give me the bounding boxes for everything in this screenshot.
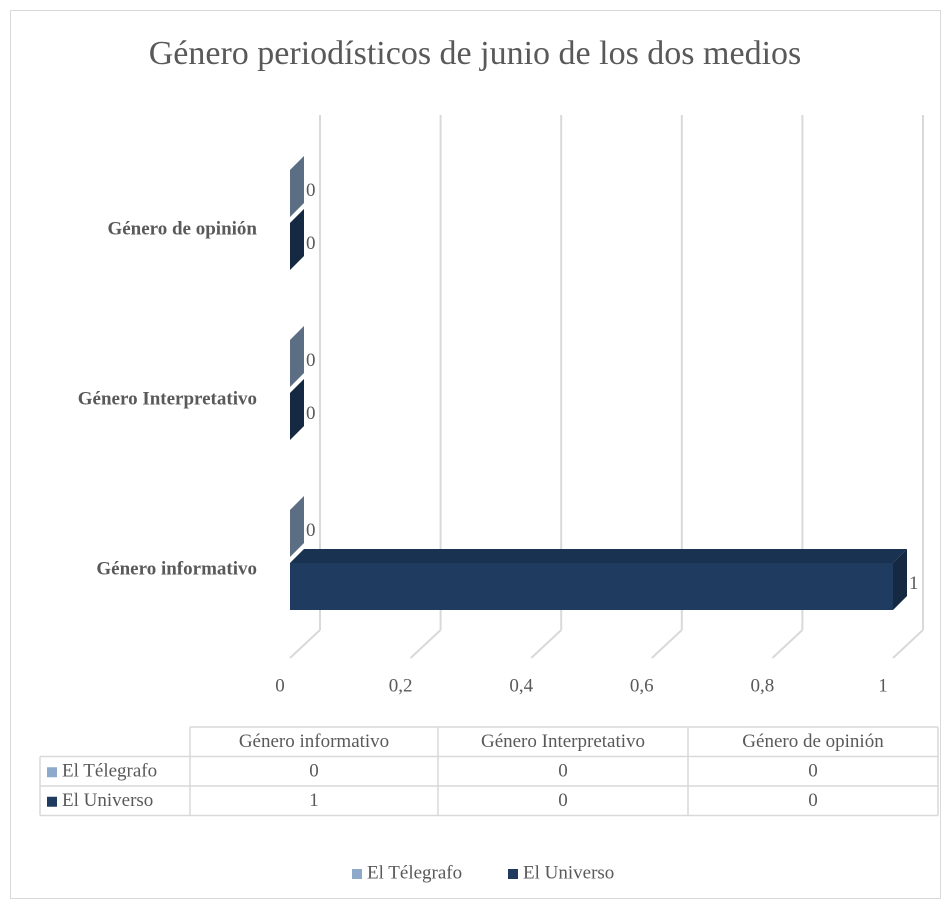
bar-face: [290, 496, 304, 557]
table-cell: 0: [309, 761, 319, 782]
chart-title: Género periodísticos de junio de los dos…: [149, 35, 802, 72]
table-legend-key: [47, 767, 57, 778]
data-label: 0: [306, 403, 316, 424]
data-label: 0: [306, 350, 316, 371]
table-header: Género informativo: [239, 731, 389, 752]
bar-face: [290, 563, 893, 610]
bar-face: [290, 379, 304, 440]
x-tick-label: 1: [878, 675, 888, 696]
x-tick-label: 0,6: [630, 675, 654, 696]
table-cell: 1: [309, 790, 319, 811]
data-label: 1: [909, 573, 919, 594]
x-tick-label: 0: [275, 675, 285, 696]
table-header: Género Interpretativo: [481, 731, 645, 752]
floor-line: [289, 629, 321, 659]
bar-face: [290, 156, 304, 217]
category-label: Género informativo: [96, 558, 257, 579]
bar-face: [290, 379, 304, 440]
bar: [290, 496, 304, 557]
table-row-label: El Universo: [62, 790, 153, 811]
bar-face: [290, 326, 304, 387]
table-cell: 0: [558, 790, 568, 811]
floor-line: [530, 629, 562, 659]
bar: [290, 379, 304, 440]
category-label: Género de opinión: [107, 218, 257, 239]
x-tick-label: 0,8: [751, 675, 775, 696]
data-label: 0: [306, 180, 316, 201]
legend-key: [352, 869, 362, 879]
category-label: Género Interpretativo: [78, 388, 257, 409]
chart-border: [10, 10, 941, 899]
legend-key: [508, 869, 518, 879]
table-legend-key: [47, 796, 57, 807]
bar-face: [290, 326, 304, 387]
floor-line: [651, 629, 683, 659]
bar-face: [893, 549, 907, 610]
table-cell: 0: [558, 761, 568, 782]
table-header: Género de opinión: [742, 731, 884, 752]
data-label: 0: [306, 233, 316, 254]
bar-face: [290, 549, 907, 563]
table-cell: 0: [808, 790, 818, 811]
bar-face: [290, 549, 907, 563]
legend-label: El Télegrafo: [367, 862, 462, 883]
legend-label: El Universo: [523, 862, 614, 883]
bar: [290, 156, 304, 217]
bar-face: [290, 209, 304, 270]
table-cell: 0: [808, 761, 818, 782]
bar: [290, 326, 304, 387]
bar-face: [290, 156, 304, 217]
floor-line: [771, 629, 804, 659]
x-tick-label: 0,4: [509, 675, 533, 696]
bar: [290, 209, 304, 270]
table-row-label: El Télegrafo: [62, 761, 157, 782]
x-tick-label: 0,2: [389, 675, 413, 696]
floor-line: [409, 629, 442, 659]
bar: [290, 549, 907, 610]
bar-face: [290, 209, 304, 270]
floor-line: [892, 629, 924, 659]
data-label: 0: [306, 520, 316, 541]
bar-face: [290, 496, 304, 557]
bar-face: [893, 549, 907, 610]
